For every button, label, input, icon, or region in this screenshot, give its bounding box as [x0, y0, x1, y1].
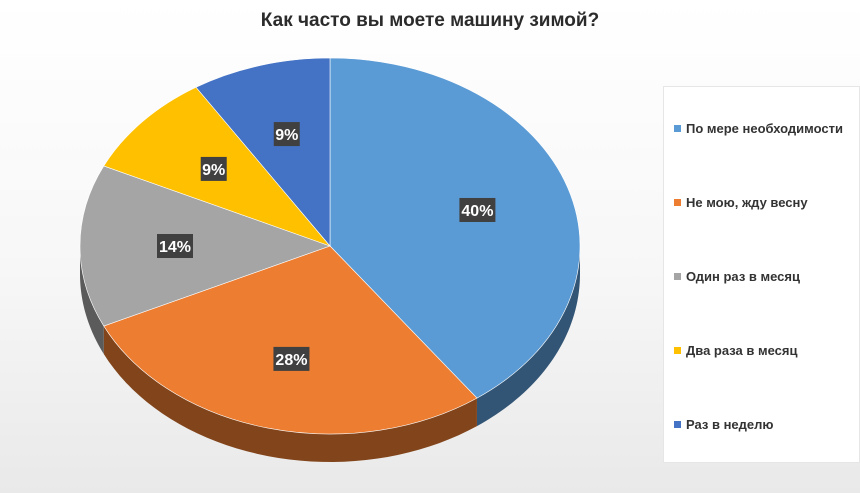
data-label: 14% [157, 234, 193, 258]
legend-swatch [674, 199, 681, 206]
legend-item-ne-moyu-zhdu-vesnu: Не мою, жду весну [674, 195, 808, 210]
pie-data-labels: 40% 28% 14% 9% 9% [157, 122, 496, 371]
pie-slice [329, 57, 581, 399]
data-label: 28% [273, 346, 310, 371]
legend-label: Раз в неделю [686, 417, 774, 432]
legend-swatch [674, 347, 681, 354]
legend-swatch [674, 273, 681, 280]
data-label-box [273, 346, 310, 371]
legend-item-dva-raza-v-mesyac: Два раза в месяц [674, 343, 797, 358]
data-label-text: 28% [275, 352, 307, 369]
data-label-box [273, 122, 300, 147]
data-label-text: 40% [461, 203, 493, 220]
legend-label: Не мою, жду весну [686, 195, 808, 210]
data-label: 9% [273, 122, 300, 147]
legend-label: По мере необходимости [686, 121, 843, 136]
pie-side-wall [103, 326, 477, 462]
pie-slice [195, 57, 331, 247]
pie-side-walls [80, 246, 580, 462]
pie-side-wall [80, 246, 104, 355]
data-label-text: 9% [275, 127, 298, 144]
pie-slice [79, 165, 331, 327]
data-label: 40% [459, 197, 496, 222]
legend-item-odin-raz-v-mesyac: Один раз в месяц [674, 269, 800, 284]
data-label-box [157, 234, 193, 258]
pie-slice [103, 245, 478, 435]
chart-title: Как часто вы моете машину зимой? [260, 10, 600, 31]
pie-slices [79, 57, 581, 435]
data-label-text: 9% [202, 162, 225, 179]
data-label-text: 14% [159, 239, 191, 256]
legend-swatch [674, 125, 681, 132]
chart-legend: По мере необходимости Не мою, жду весну … [663, 86, 860, 463]
legend-item-po-mere-neobhodimosti: По мере необходимости [674, 121, 843, 136]
legend-label: Два раза в месяц [686, 343, 798, 358]
legend-item-raz-v-nedelyu: Раз в неделю [674, 417, 774, 432]
legend-label: Один раз в месяц [686, 269, 800, 284]
data-label: 9% [200, 156, 227, 181]
pie-side-wall [476, 246, 580, 427]
legend-swatch [674, 421, 681, 428]
data-label-box [200, 156, 227, 181]
data-label-box [459, 197, 496, 222]
